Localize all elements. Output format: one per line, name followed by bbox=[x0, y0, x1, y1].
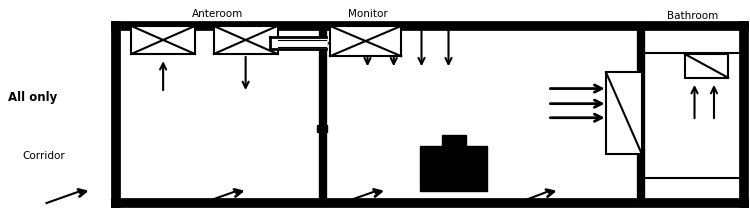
Bar bbox=[316, 125, 327, 132]
Bar bbox=[420, 146, 488, 191]
Text: Corridor: Corridor bbox=[22, 151, 65, 160]
Bar bbox=[214, 26, 278, 54]
Text: Bathroom: Bathroom bbox=[668, 11, 718, 21]
Bar bbox=[330, 26, 401, 56]
Bar bbox=[606, 72, 642, 154]
Text: Anteroom: Anteroom bbox=[192, 9, 243, 19]
Bar bbox=[272, 38, 326, 48]
Text: All only: All only bbox=[8, 91, 57, 104]
Bar bbox=[685, 54, 728, 78]
Text: Monitor: Monitor bbox=[347, 9, 387, 19]
Bar bbox=[442, 135, 466, 147]
Bar bbox=[131, 26, 195, 54]
